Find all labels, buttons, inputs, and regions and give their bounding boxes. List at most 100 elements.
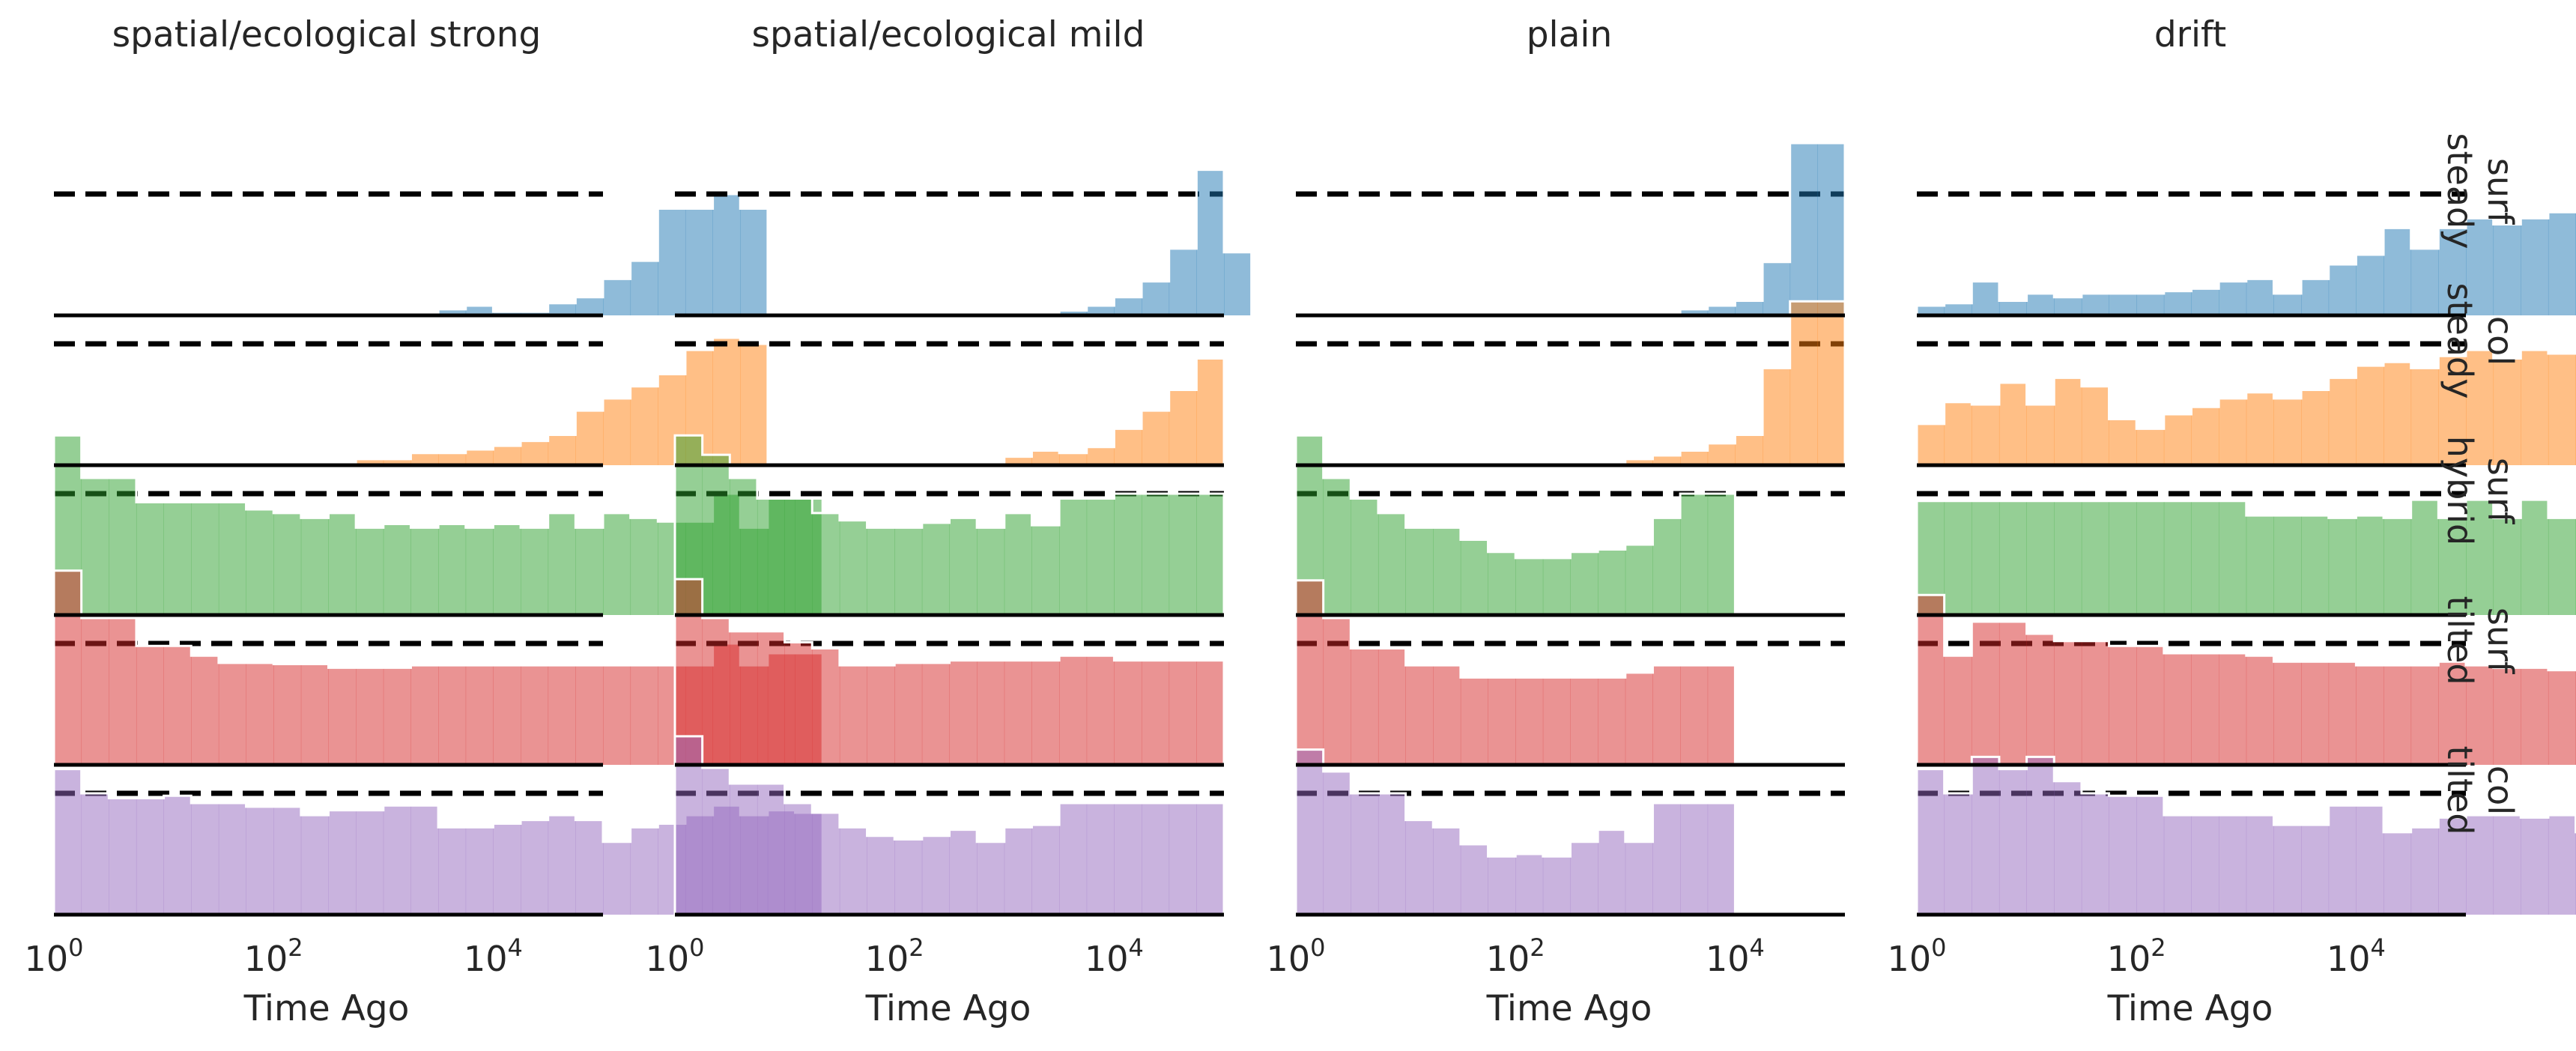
hist-bar xyxy=(2301,515,2330,615)
row-label-line: col xyxy=(2480,766,2521,815)
hist-bar xyxy=(812,512,840,615)
hist-bar xyxy=(1086,446,1115,465)
hist-bar xyxy=(521,440,549,465)
hist-bar xyxy=(410,452,439,465)
x-tick-label: 104 xyxy=(1085,933,1144,979)
hist-bar xyxy=(2081,293,2109,315)
hist-bar xyxy=(136,502,164,615)
hist-bar xyxy=(1031,660,1060,765)
hist-bar xyxy=(740,344,769,465)
hist-bar xyxy=(2191,288,2219,315)
hist-bar xyxy=(273,806,302,915)
row-label-line: col xyxy=(2480,316,2521,366)
hist-bar xyxy=(2273,515,2302,615)
hist-bar xyxy=(1460,677,1488,765)
row-label-line: tilted xyxy=(2440,745,2480,835)
hist-bar xyxy=(1998,300,2027,315)
hist-bar xyxy=(1652,455,1681,465)
hist-bar xyxy=(548,303,576,315)
hist-bar xyxy=(1114,802,1142,915)
hist-bar xyxy=(109,477,137,615)
x-tick-label: 100 xyxy=(1267,933,1326,979)
hist-bar xyxy=(2521,218,2549,315)
hist-bar xyxy=(191,502,219,615)
hist-bar xyxy=(1944,500,1972,615)
hist-outline xyxy=(1915,207,2576,315)
hist-bar xyxy=(356,667,384,765)
hist-bar xyxy=(2191,500,2219,615)
hist-bar xyxy=(218,802,246,915)
hist-bar xyxy=(2548,670,2576,765)
hist-bar xyxy=(2246,392,2274,465)
hist-bar xyxy=(273,512,302,615)
hist-bar xyxy=(2328,518,2357,615)
hist-bar xyxy=(1004,827,1032,915)
hist-outline xyxy=(1915,342,2576,465)
hist-bar xyxy=(2109,796,2137,915)
hist-bar xyxy=(2466,500,2494,615)
hist-bar xyxy=(191,655,219,765)
hist-bar xyxy=(2026,500,2055,615)
hist-bar xyxy=(1142,494,1170,615)
hist-bar xyxy=(1515,854,1544,915)
hist-bar xyxy=(2136,796,2165,915)
hist-bar xyxy=(300,518,329,615)
hist-bar xyxy=(784,642,813,765)
hist-outline xyxy=(1294,434,1736,615)
panel-title-3: plain xyxy=(1527,14,1613,55)
hist-bar xyxy=(410,805,439,915)
hist-bar xyxy=(921,522,950,615)
hist-bar xyxy=(246,662,274,765)
hist-bar xyxy=(2109,419,2137,465)
hist-bar xyxy=(2191,407,2219,465)
hist-bar xyxy=(218,502,246,615)
hist-bar xyxy=(2109,500,2137,615)
row-label-line: hybrid xyxy=(2440,436,2480,545)
hist-bar xyxy=(921,835,950,915)
hist-bar xyxy=(2136,646,2165,765)
hist-bar xyxy=(136,798,164,915)
hist-bar xyxy=(575,665,604,765)
hist-bar xyxy=(109,798,137,915)
hist-bar xyxy=(1652,665,1681,765)
hist-bar xyxy=(2191,652,2219,765)
hist-bar xyxy=(1323,771,1351,915)
hist-bar xyxy=(2163,815,2192,915)
hist-bar xyxy=(2301,825,2330,915)
hist-bar xyxy=(1817,301,1846,465)
hist-outline xyxy=(673,434,1225,615)
hist-bar xyxy=(740,208,769,315)
hist-bar xyxy=(603,665,631,765)
hist-bar xyxy=(1998,382,2027,465)
hist-bar xyxy=(1763,368,1791,465)
hist-bar xyxy=(894,527,923,615)
hist-bar xyxy=(2356,665,2384,765)
hist-bar xyxy=(784,498,813,615)
hist-bar xyxy=(1917,423,1945,465)
hist-bar xyxy=(2438,356,2467,465)
hist-bar xyxy=(1680,665,1709,765)
hist-bar xyxy=(2054,781,2082,915)
row-label-surf-hybrid: surf hybrid xyxy=(2440,436,2521,545)
hist-bar xyxy=(1405,527,1434,615)
hist-bar xyxy=(2109,646,2137,765)
hist-bar xyxy=(1998,621,2027,765)
hist-bar xyxy=(328,667,357,765)
hist-bar xyxy=(1972,500,2000,615)
x-axis-label-1: Time Ago xyxy=(243,988,410,1029)
hist-bar xyxy=(2493,815,2521,915)
hist-bar xyxy=(2548,815,2576,915)
hist-bar xyxy=(328,512,357,615)
row-label-line: steady xyxy=(2440,133,2480,249)
x-tick-label: 102 xyxy=(865,933,924,979)
hist-bar xyxy=(1488,856,1516,915)
hist-bar xyxy=(465,665,494,765)
hist-bar xyxy=(1059,452,1088,465)
x-tick-label: 102 xyxy=(244,933,303,979)
hist-bar xyxy=(2328,805,2357,915)
hist-bar xyxy=(1169,248,1197,315)
panel-title-4: drift xyxy=(2154,14,2226,55)
hist-bar xyxy=(2548,518,2576,615)
hist-bar xyxy=(1142,660,1170,765)
hist-bar xyxy=(2136,500,2165,615)
